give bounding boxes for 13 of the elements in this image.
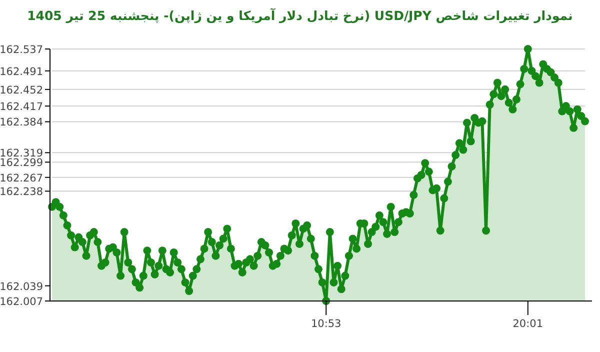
y-tick-label: 162.537 [0, 44, 43, 56]
chart-title: نمودار تغییرات شاخص USD/JPY (نرخ تبادل دلار آمریکا و ین ژاپن)- پنجشنبه 25 تیر 1405 [27, 8, 573, 24]
x-tick-label: 10:53 [310, 318, 342, 330]
y-tick-label: 162.039 [0, 280, 43, 293]
y-tick-label: 162.491 [0, 66, 43, 78]
y-tick-label: 162.007 [0, 296, 43, 308]
y-tick-label: 162.238 [0, 186, 43, 198]
y-tick-label: 162.452 [0, 84, 43, 96]
y-tick-label: 162.384 [0, 116, 44, 129]
y-tick-label: 162.417 [0, 101, 43, 114]
x-tick-label: 20:01 [512, 318, 544, 330]
y-tick-label: 162.267 [0, 172, 43, 184]
y-tick-label: 162.299 [0, 157, 43, 170]
